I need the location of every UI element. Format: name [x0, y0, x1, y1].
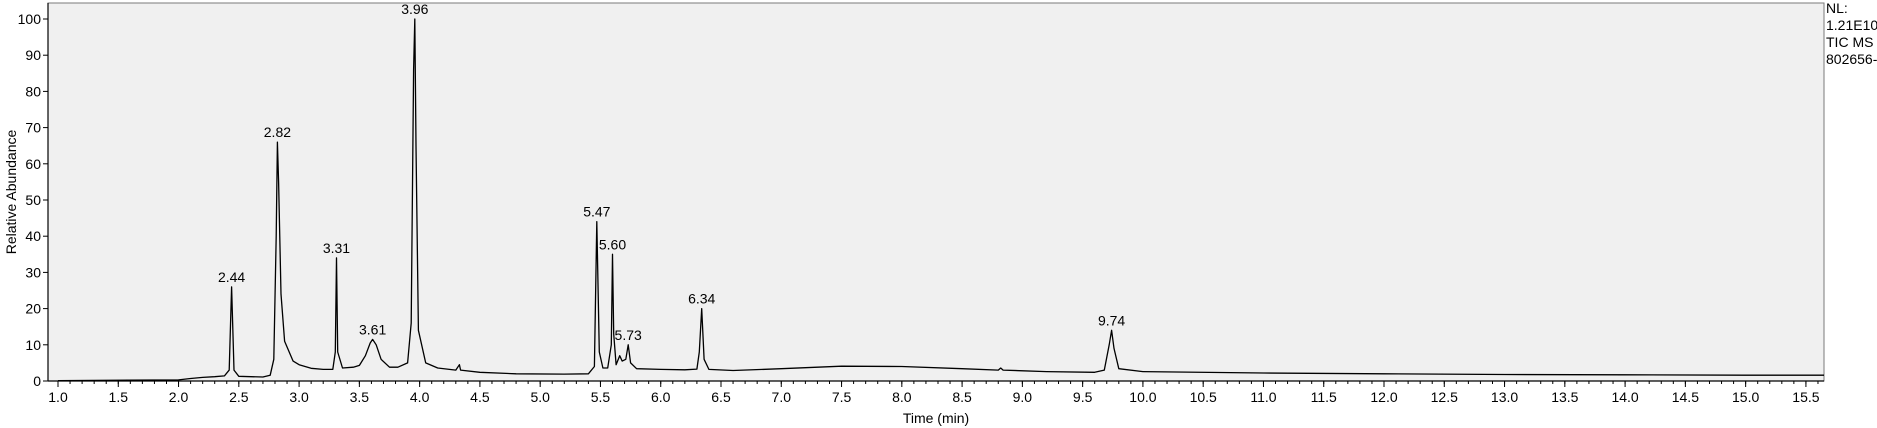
- y-tick-label: 80: [25, 83, 41, 99]
- y-tick-label: 20: [25, 301, 41, 317]
- y-axis-title: Relative Abundance: [3, 130, 19, 255]
- x-tick-label: 14.0: [1611, 389, 1638, 405]
- y-tick-label: 40: [25, 228, 41, 244]
- x-tick-label: 13.0: [1491, 389, 1518, 405]
- nl-label: NL:: [1826, 0, 1848, 16]
- x-tick-label: 8.5: [952, 389, 972, 405]
- x-tick-label: 9.0: [1013, 389, 1033, 405]
- sample-name: 802656-: [1826, 51, 1877, 67]
- peak-labels: 2.44 2.82 3.31 3.61 3.96 5.47 5.60 5.73 6.34 9.74: [218, 1, 1125, 343]
- x-tick-label: 5.0: [530, 389, 550, 405]
- x-tick-label: 11.5: [1311, 389, 1337, 405]
- peak-label: 5.60: [599, 236, 626, 252]
- x-tick-label: 6.0: [651, 389, 671, 405]
- peak-label: 6.34: [688, 291, 715, 307]
- x-tick-label: 5.5: [591, 389, 611, 405]
- x-tick-label: 10.0: [1129, 389, 1156, 405]
- y-tick-label: 50: [25, 192, 41, 208]
- y-tick-label: 10: [25, 337, 41, 353]
- y-tick-label: 30: [25, 264, 41, 280]
- peak-label: 9.74: [1098, 312, 1125, 328]
- x-tick-label: 15.0: [1732, 389, 1759, 405]
- chromatogram-trace: [57, 18, 1824, 382]
- x-tick-label: 11.0: [1250, 389, 1276, 405]
- x-tick-label: 3.5: [350, 389, 370, 405]
- y-tick-label: 0: [33, 373, 41, 389]
- y-tick-label: 60: [25, 156, 41, 172]
- x-tick-label: 1.5: [109, 389, 129, 405]
- x-tick-label: 9.5: [1073, 389, 1093, 405]
- trace-type: TIC MS: [1826, 34, 1873, 50]
- x-tick-label: 1.0: [48, 389, 68, 405]
- x-tick-label: 2.5: [229, 389, 249, 405]
- peak-label: 3.96: [401, 1, 428, 17]
- x-tick-label: 13.5: [1551, 389, 1578, 405]
- x-tick-label: 15.5: [1792, 389, 1819, 405]
- peak-label: 5.47: [583, 204, 610, 220]
- x-tick-label: 6.5: [711, 389, 731, 405]
- x-tick-label: 8.0: [892, 389, 912, 405]
- peak-label: 3.61: [359, 321, 386, 337]
- x-tick-label: 4.0: [410, 389, 430, 405]
- x-tick-label: 14.5: [1672, 389, 1699, 405]
- x-tick-label: 7.5: [832, 389, 852, 405]
- y-tick-label: 90: [25, 47, 41, 63]
- x-tick-label: 4.5: [470, 389, 490, 405]
- x-tick-label: 7.0: [772, 389, 792, 405]
- y-axis-ticks: 0 10 20 30 40 50 60 70 80 90 100: [18, 11, 48, 389]
- plot-area: [47, 2, 1825, 382]
- x-tick-label: 2.0: [169, 389, 189, 405]
- peak-label: 5.73: [615, 327, 642, 343]
- normalization-info: NL: 1.21E10 TIC MS 802656-: [1826, 0, 1877, 67]
- x-tick-label: 3.0: [289, 389, 309, 405]
- x-tick-label: 10.5: [1190, 389, 1217, 405]
- x-axis-title: Time (min): [903, 410, 969, 426]
- x-tick-label: 12.0: [1370, 389, 1397, 405]
- peak-label: 2.82: [264, 124, 291, 140]
- x-axis-ticks: 1.0 1.5 2.0 2.5 3.0 3.5 4.0 4.5 5.0 5.5 6.0 6.5 7.0 7…: [48, 381, 1820, 405]
- nl-value: 1.21E10: [1826, 17, 1877, 33]
- x-tick-label: 12.5: [1431, 389, 1458, 405]
- y-tick-label: 100: [18, 11, 42, 27]
- peak-label: 3.31: [323, 240, 350, 256]
- y-tick-label: 70: [25, 120, 41, 136]
- peak-label: 2.44: [218, 269, 245, 285]
